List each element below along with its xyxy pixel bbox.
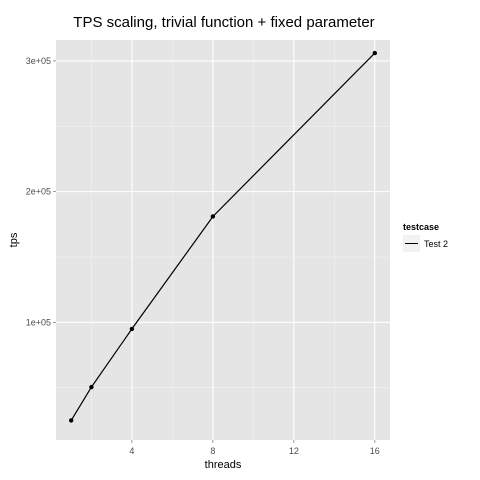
y-axis-title: tps — [8, 232, 20, 247]
chart-title: TPS scaling, trivial function + fixed pa… — [73, 14, 374, 31]
grid-minor — [56, 40, 390, 440]
data-point-0-2 — [129, 326, 135, 332]
legend-title: testcase — [403, 222, 439, 232]
x-tick-label-0: 4 — [129, 446, 134, 456]
grid-major — [56, 40, 390, 440]
plot-panel — [56, 40, 390, 440]
legend-label-test-2: Test 2 — [424, 239, 448, 249]
data-point-0-3 — [210, 214, 216, 219]
legend: testcase Test 2 — [403, 222, 448, 252]
data-point-0-0 — [68, 418, 74, 423]
y-axis: 1e+05 2e+05 3e+05 — [26, 56, 56, 327]
y-tick-label-0: 1e+05 — [26, 317, 51, 327]
x-tick-label-1: 8 — [210, 446, 215, 456]
x-axis-title: threads — [205, 459, 242, 471]
x-tick-label-3: 16 — [370, 446, 380, 456]
data-point-0-1 — [89, 384, 94, 390]
x-tick-label-2: 12 — [289, 446, 299, 456]
y-tick-label-1: 2e+05 — [26, 187, 51, 197]
y-tick-label-2: 3e+05 — [26, 56, 51, 66]
x-axis: 4 8 12 16 — [129, 440, 380, 456]
series-layer — [68, 50, 378, 423]
data-point-0-4 — [372, 50, 378, 56]
